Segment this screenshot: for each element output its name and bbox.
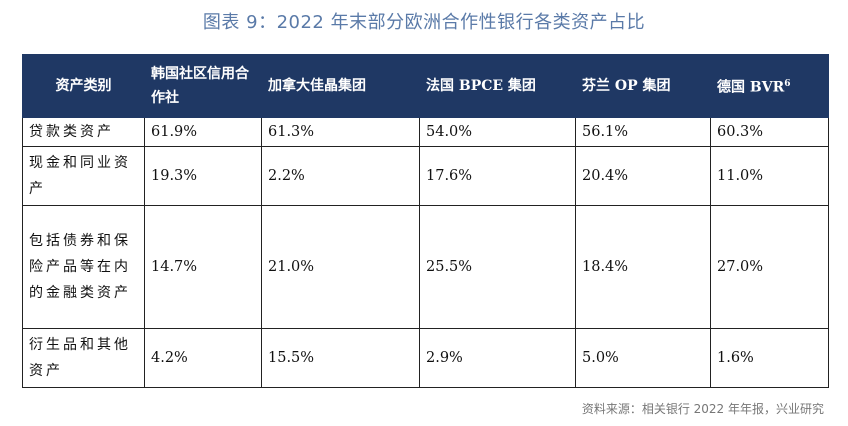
header-canada-group: 加拿大佳晶集团 [261, 54, 420, 118]
header-germany-bvr: 德国 BVR6 [710, 54, 829, 118]
header-korea-credit-union: 韩国社区信用合作社 [144, 54, 262, 118]
table-cell: 27.0% [710, 205, 829, 329]
footnote-marker: 6 [784, 79, 791, 90]
table-cell: 14.7% [144, 205, 262, 329]
table-cell: 61.9% [144, 117, 262, 147]
table-row: 包括债券和保险产品等在内的金融类资产 14.7% 21.0% 25.5% 18.… [22, 205, 829, 329]
page-title: 图表 9：2022 年末部分欧洲合作性银行各类资产占比 [202, 12, 646, 33]
table-cell: 11.0% [710, 146, 829, 206]
row-label: 包括债券和保险产品等在内的金融类资产 [22, 205, 145, 329]
row-label: 现金和同业资产 [22, 146, 145, 206]
table-cell: 20.4% [575, 146, 711, 206]
asset-allocation-table: 资产类别 韩国社区信用合作社 加拿大佳晶集团 法国 BPCE 集团 芬兰 OP … [22, 54, 829, 388]
table-cell: 60.3% [710, 117, 829, 147]
header-germany-bvr-label: 德国 BVR [717, 79, 785, 96]
row-label: 贷款类资产 [22, 117, 145, 147]
header-asset-category: 资产类别 [22, 54, 145, 118]
table-cell: 2.9% [419, 328, 576, 388]
table-cell: 18.4% [575, 205, 711, 329]
table-cell: 54.0% [419, 117, 576, 147]
table-cell: 5.0% [575, 328, 711, 388]
table-row: 现金和同业资产 19.3% 2.2% 17.6% 20.4% 11.0% [22, 146, 829, 206]
table-cell: 21.0% [261, 205, 420, 329]
table-cell: 4.2% [144, 328, 262, 388]
table-cell: 19.3% [144, 146, 262, 206]
table-cell: 15.5% [261, 328, 420, 388]
header-france-bpce: 法国 BPCE 集团 [419, 54, 576, 118]
table-cell: 2.2% [261, 146, 420, 206]
table-cell: 56.1% [575, 117, 711, 147]
table-header-row: 资产类别 韩国社区信用合作社 加拿大佳晶集团 法国 BPCE 集团 芬兰 OP … [22, 54, 829, 118]
row-label: 衍生品和其他资产 [22, 328, 145, 388]
table-cell: 61.3% [261, 117, 420, 147]
table-row: 贷款类资产 61.9% 61.3% 54.0% 56.1% 60.3% [22, 117, 829, 147]
table-cell: 25.5% [419, 205, 576, 329]
source-note: 资料来源：相关银行 2022 年年报，兴业研究 [581, 402, 824, 416]
table-row: 衍生品和其他资产 4.2% 15.5% 2.9% 5.0% 1.6% [22, 328, 829, 388]
header-finland-op: 芬兰 OP 集团 [575, 54, 711, 118]
table-cell: 1.6% [710, 328, 829, 388]
table-cell: 17.6% [419, 146, 576, 206]
